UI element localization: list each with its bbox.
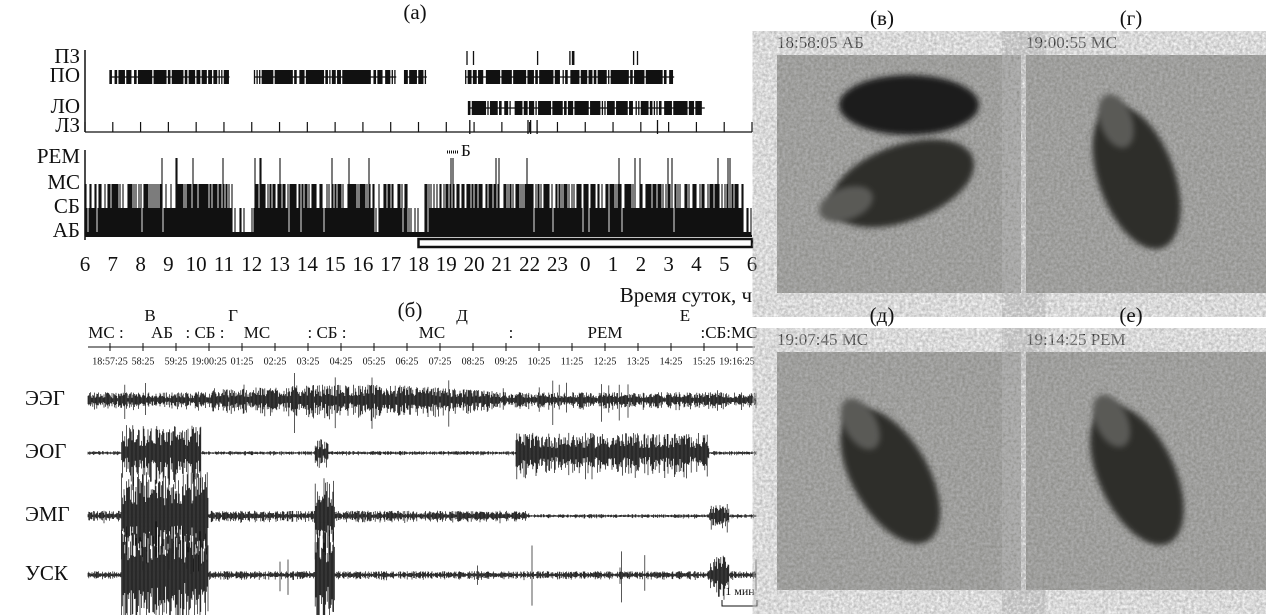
photo-label: (д): [870, 303, 895, 327]
time-tick-label: 06:25: [396, 356, 419, 367]
hypnogram: [85, 158, 751, 236]
hour-label: 6: [747, 252, 758, 276]
time-tick-label: 03:25: [297, 356, 320, 367]
trace-label: ЭМГ: [25, 502, 70, 526]
stage-annotation: РЕМ: [588, 323, 623, 342]
stage-annotation: МС: [419, 323, 445, 342]
time-tick-label: 10:25: [528, 356, 551, 367]
stage-annotation: :СБ:МС: [700, 323, 757, 342]
marker-label: Б: [461, 141, 471, 160]
hour-label: 14: [297, 252, 319, 276]
time-tick-label: 18:57:25: [92, 356, 128, 367]
photo-label: (е): [1119, 303, 1142, 327]
hour-label: 17: [380, 252, 401, 276]
time-tick-label: 11:25: [561, 356, 583, 367]
event-raster: [110, 51, 705, 134]
row-label: ПО: [50, 63, 80, 87]
frame-letter: Д: [456, 306, 468, 325]
trace-label: УСК: [25, 561, 69, 585]
time-tick-label: 09:25: [495, 356, 518, 367]
stage-annotation: АБ: [151, 323, 173, 342]
scale-label: 1 мин: [725, 584, 755, 598]
hour-label: 22: [519, 252, 540, 276]
hour-label: 3: [663, 252, 674, 276]
trace-label: ЭЭГ: [25, 386, 65, 410]
time-tick-label: 12:25: [594, 356, 617, 367]
hour-label: 21: [491, 252, 512, 276]
photo: [1026, 352, 1266, 590]
panel-label: (а): [403, 0, 426, 24]
time-tick-label: 13:25: [627, 356, 650, 367]
photo: [777, 352, 1021, 590]
time-tick-label: 08:25: [462, 356, 485, 367]
panel-label: (б): [398, 298, 423, 322]
photo-caption: 19:07:45 МС: [777, 330, 868, 349]
time-tick-label: 05:25: [363, 356, 386, 367]
hour-label: 0: [580, 252, 591, 276]
time-tick-label: 14:25: [660, 356, 683, 367]
hour-label: 1: [608, 252, 619, 276]
hour-label: 15: [325, 252, 346, 276]
trace-signal: [88, 425, 756, 490]
photo-label: (г): [1120, 6, 1143, 30]
time-tick-label: 04:25: [330, 356, 353, 367]
photo-caption: 19:14:25 РЕМ: [1026, 330, 1126, 349]
time-tick-label: 01:25: [231, 356, 254, 367]
stage-annotation: : СБ :: [307, 323, 346, 342]
stage-label: АБ: [53, 218, 80, 242]
hour-label: 2: [636, 252, 647, 276]
hour-label: 10: [186, 252, 207, 276]
event-ticks: [85, 122, 752, 132]
stage-annotation: :: [509, 323, 514, 342]
time-tick-label: 07:25: [429, 356, 452, 367]
scale-bar: [722, 600, 757, 606]
hour-label: 9: [163, 252, 174, 276]
photo: [777, 55, 1021, 293]
hour-label: 18: [408, 252, 429, 276]
trace-label: ЭОГ: [25, 439, 66, 463]
hour-label: 13: [269, 252, 290, 276]
hour-label: 6: [80, 252, 91, 276]
hour-label: 12: [241, 252, 262, 276]
axis-label: Время суток, ч: [620, 283, 753, 307]
frame-letter: Г: [228, 306, 238, 325]
time-tick-label: 58:25: [132, 356, 155, 367]
stage-label: РЕМ: [37, 144, 81, 168]
stage-label: МС: [47, 170, 80, 194]
stage-annotation: МС :: [88, 323, 123, 342]
photo-caption: 18:58:05 АБ: [777, 33, 864, 52]
hour-label: 7: [108, 252, 119, 276]
stage-annotation: МС: [244, 323, 270, 342]
stage-label: СБ: [54, 194, 80, 218]
hour-label: 4: [691, 252, 702, 276]
trace-signal: [88, 373, 756, 433]
shadow: [839, 75, 979, 135]
time-tick-label: 15:25: [693, 356, 716, 367]
hour-label: 23: [547, 252, 568, 276]
photo-caption: 19:00:55 МС: [1026, 33, 1117, 52]
time-tick-label: 19:00:25: [191, 356, 227, 367]
hour-label: 19: [436, 252, 457, 276]
stage-annotation: : СБ :: [185, 323, 224, 342]
time-tick-label: 59:25: [165, 356, 188, 367]
hour-label: 20: [464, 252, 485, 276]
photo: [1026, 55, 1266, 293]
photo-label: (в): [870, 6, 894, 30]
hour-label: 11: [214, 252, 234, 276]
hour-label: 5: [719, 252, 730, 276]
dark-period-bar: [419, 239, 753, 247]
frame-letter: Е: [680, 306, 690, 325]
time-tick-label: 19:16:25: [719, 356, 755, 367]
hour-label: 8: [135, 252, 146, 276]
row-label: ЛЗ: [55, 113, 80, 137]
time-tick-label: 02:25: [264, 356, 287, 367]
hour-label: 16: [352, 252, 373, 276]
figure: (а)ПЗПОЛОЛЗРЕММССБАББ6789101112131415161…: [0, 0, 1266, 615]
